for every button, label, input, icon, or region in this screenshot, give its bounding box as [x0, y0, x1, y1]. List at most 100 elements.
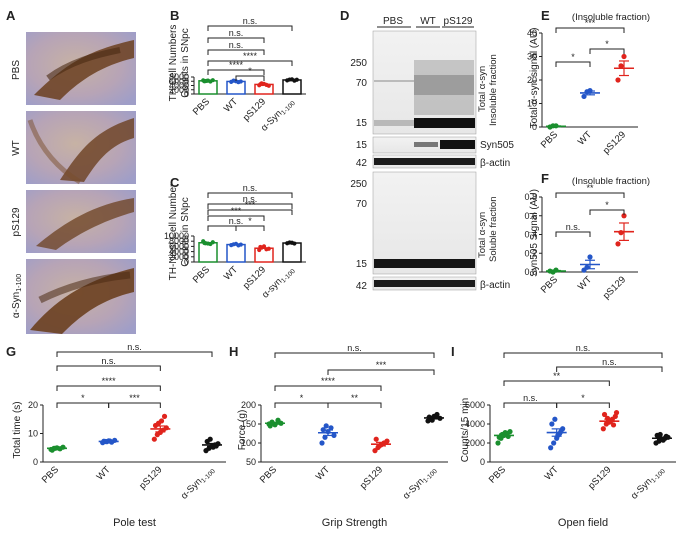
actin-label-bottom: β-actin [480, 280, 510, 291]
panel-letter-d: D [340, 8, 349, 23]
y-tick-label: 20 [28, 400, 38, 410]
significance-bracket [56, 351, 213, 357]
mw-15-bottom: 15 [356, 259, 368, 270]
data-point [238, 242, 243, 247]
data-point [331, 432, 337, 438]
category-label: WT [95, 464, 113, 482]
significance-bracket [555, 61, 591, 67]
significance-label: n.s. [566, 222, 581, 232]
significance-bracket [589, 209, 625, 215]
y-tick-label: 0.0 [524, 267, 537, 277]
data-point [615, 241, 621, 247]
data-point [373, 436, 379, 442]
soluble-label-2: Soluble fraction [488, 197, 499, 262]
x-axis-label: Open field [558, 517, 608, 529]
chart-title: (Insoluble fraction) [572, 12, 650, 23]
blot-actin-top [372, 154, 477, 169]
significance-bracket [556, 366, 663, 372]
y-tick-label: 100 [241, 438, 256, 448]
category-label: pS129 [586, 464, 613, 491]
category-label: WT [222, 264, 240, 282]
category-label: PBS [191, 264, 212, 285]
x-axis-label: Pole test [113, 517, 156, 529]
category-label: PBS [539, 274, 560, 295]
significance-bracket [327, 369, 435, 375]
mean-bar [226, 243, 246, 263]
significance-bracket [556, 402, 610, 408]
significance-bracket [274, 385, 382, 391]
panel-letter-e: E [541, 8, 550, 23]
significance-label: n.s. [243, 194, 258, 204]
significance-label: **** [321, 376, 336, 386]
y-axis-label: Total α-syn signal (AU) [529, 28, 540, 129]
syn505-label: Syn505 [480, 140, 514, 151]
data-point [161, 413, 168, 419]
insoluble-label-2: Insoluble fraction [488, 54, 499, 126]
lane-label-wt: WT [420, 16, 436, 27]
western-blot-panel: PBS WT pS129 250 [350, 16, 514, 292]
category-label: WT [543, 464, 561, 482]
category-label: PBS [258, 464, 279, 485]
significance-bracket [274, 352, 435, 358]
data-point [587, 254, 593, 260]
significance-bracket [503, 352, 663, 358]
y-tick-label: 4000 [169, 81, 189, 91]
data-point [621, 213, 627, 219]
y-tick-label: 150 [241, 419, 256, 429]
y-tick-label: 8000 [169, 72, 189, 82]
significance-bracket [56, 385, 161, 391]
y-tick-label: 2000 [169, 252, 189, 262]
panel-letter-a: A [6, 8, 16, 23]
panel-letter-b: B [170, 8, 179, 23]
mw-15-syn505: 15 [356, 140, 368, 151]
significance-label: n.s. [127, 342, 142, 352]
mw-42-bottom: 42 [356, 281, 368, 292]
y-tick-label: 10 [28, 429, 38, 439]
significance-bracket [207, 60, 293, 66]
y-axis-label: Syn505 Signal (AU) [529, 189, 540, 277]
y-tick-label: 200 [241, 400, 256, 410]
significance-label: * [605, 39, 609, 49]
chart-title: (Insoluble fraction) [572, 176, 650, 187]
significance-bracket [207, 69, 265, 75]
data-point [618, 63, 624, 69]
significance-bracket [555, 231, 591, 237]
y-tick-label: 6000 [169, 241, 189, 251]
significance-bracket [327, 402, 382, 408]
y-tick-label: 0 [532, 122, 537, 132]
actin-label-top: β-actin [480, 158, 510, 169]
blot-syn505 [372, 136, 477, 154]
y-tick-label: 30 [527, 52, 537, 62]
significance-label: * [248, 66, 252, 76]
y-tick-label: 0 [480, 457, 485, 467]
significance-bracket [56, 402, 110, 408]
histology-image-wt [26, 111, 136, 185]
significance-label: *** [585, 18, 596, 28]
category-label: α-Syn1-100 [401, 464, 439, 502]
panel-letter-g: G [6, 344, 16, 359]
lane-label-pbs: PBS [383, 16, 403, 27]
significance-label: ** [351, 393, 359, 403]
significance-label: n.s. [229, 216, 244, 226]
mean-bar [282, 79, 302, 95]
y-axis-label: Counts/15 min [460, 398, 471, 462]
category-label: PBS [40, 464, 61, 485]
data-point [266, 246, 271, 251]
category-label: PBS [487, 464, 508, 485]
data-point [549, 421, 555, 427]
significance-bracket [555, 192, 625, 198]
y-tick-label: 6000 [169, 76, 189, 86]
y-tick-label: 0 [33, 457, 38, 467]
data-point [210, 240, 215, 245]
data-point [613, 410, 620, 416]
panel-letter-i: I [451, 344, 455, 359]
significance-label: n.s. [243, 183, 258, 193]
y-tick-label: 2000 [465, 438, 485, 448]
y-tick-label: 40 [527, 28, 537, 38]
y-tick-label: 0 [184, 257, 189, 267]
y-tick-label: 4000 [465, 419, 485, 429]
